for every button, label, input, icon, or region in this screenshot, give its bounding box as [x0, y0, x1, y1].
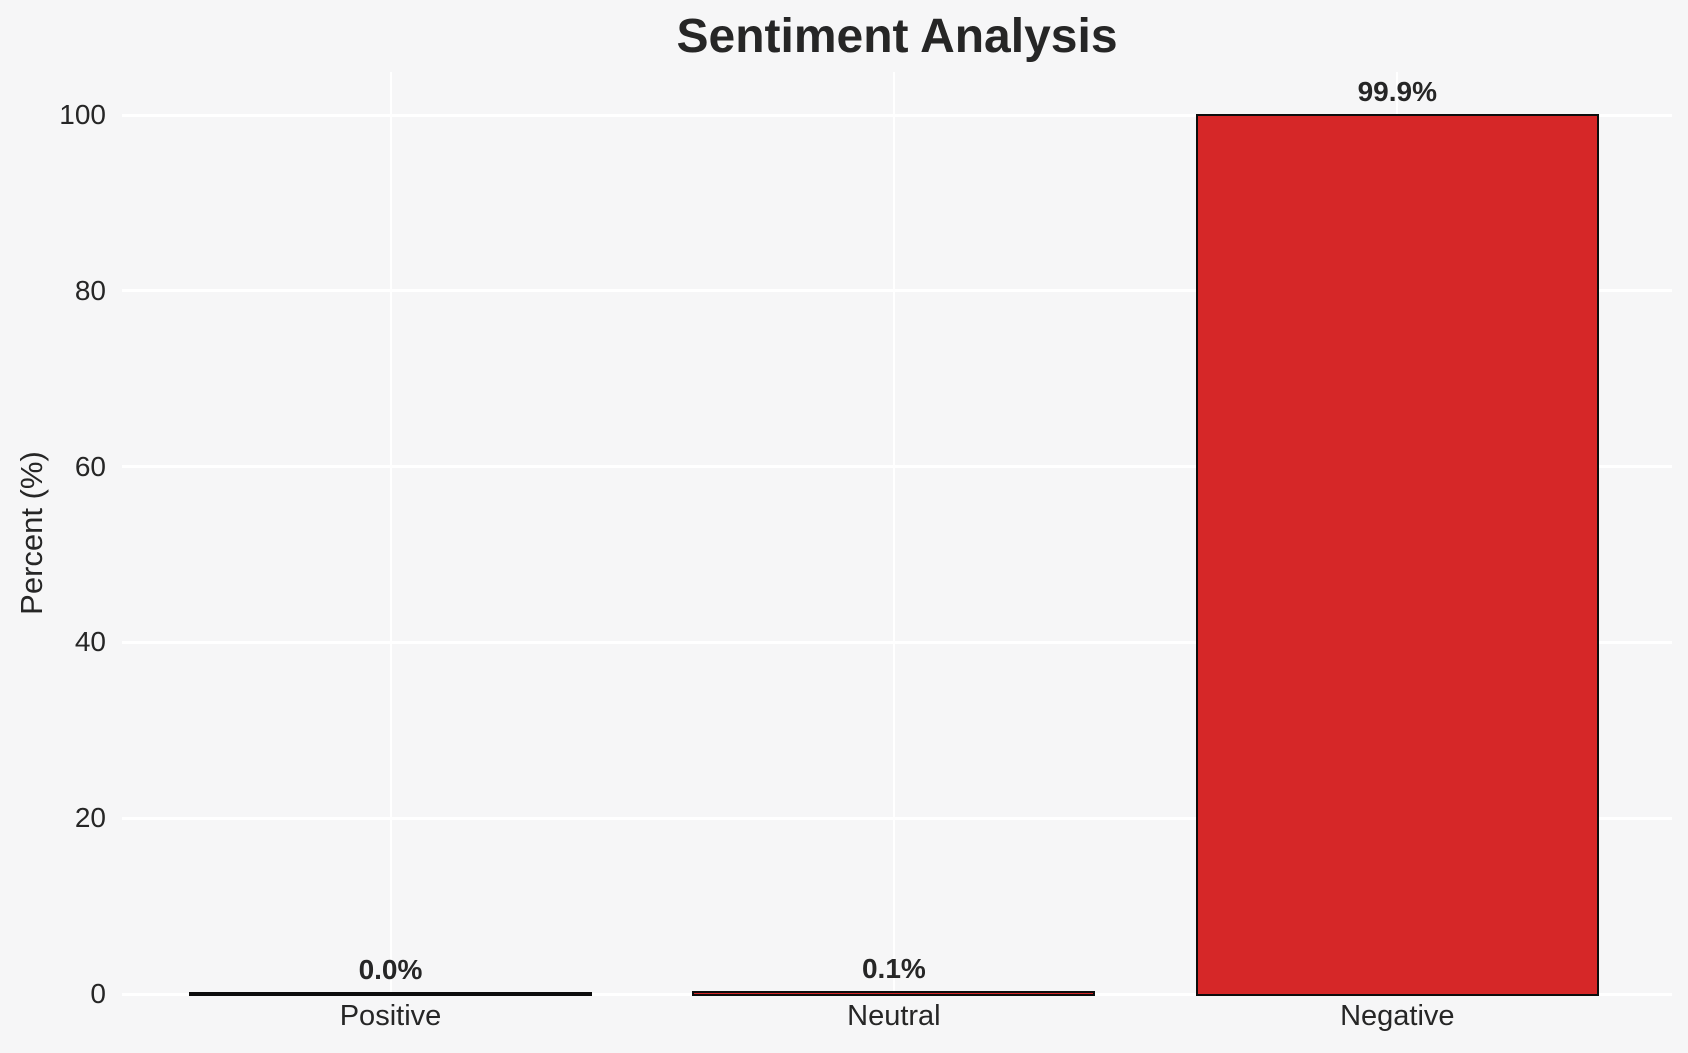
y-tick-label: 0 [90, 978, 106, 1009]
y-tick-label: 80 [74, 274, 106, 306]
chart-title: Sentiment Analysis [676, 10, 1118, 63]
y-tick-label: 100 [59, 99, 106, 130]
bar-value-label: 99.9% [1357, 75, 1437, 107]
bar [189, 992, 592, 996]
y-tick-label: 40 [74, 626, 106, 658]
y-tick-label: 60 [74, 450, 106, 482]
gridline-h [122, 289, 1672, 293]
gridline-h [122, 113, 1672, 117]
x-category-label: Positive [339, 1000, 442, 1032]
bar [692, 991, 1096, 996]
gridline-v [389, 72, 392, 996]
x-category-label: Neutral [847, 1000, 941, 1032]
bar [1195, 113, 1599, 996]
gridline-h [122, 640, 1672, 644]
gridline-h [122, 816, 1672, 820]
x-category-label: Negative [1340, 1000, 1455, 1032]
y-tick-label: 20 [74, 802, 106, 834]
bar-value-label: 0.0% [358, 954, 423, 985]
gridline-h [122, 465, 1672, 469]
gridline-v [892, 72, 895, 996]
bar-value-label: 0.1% [861, 953, 926, 985]
